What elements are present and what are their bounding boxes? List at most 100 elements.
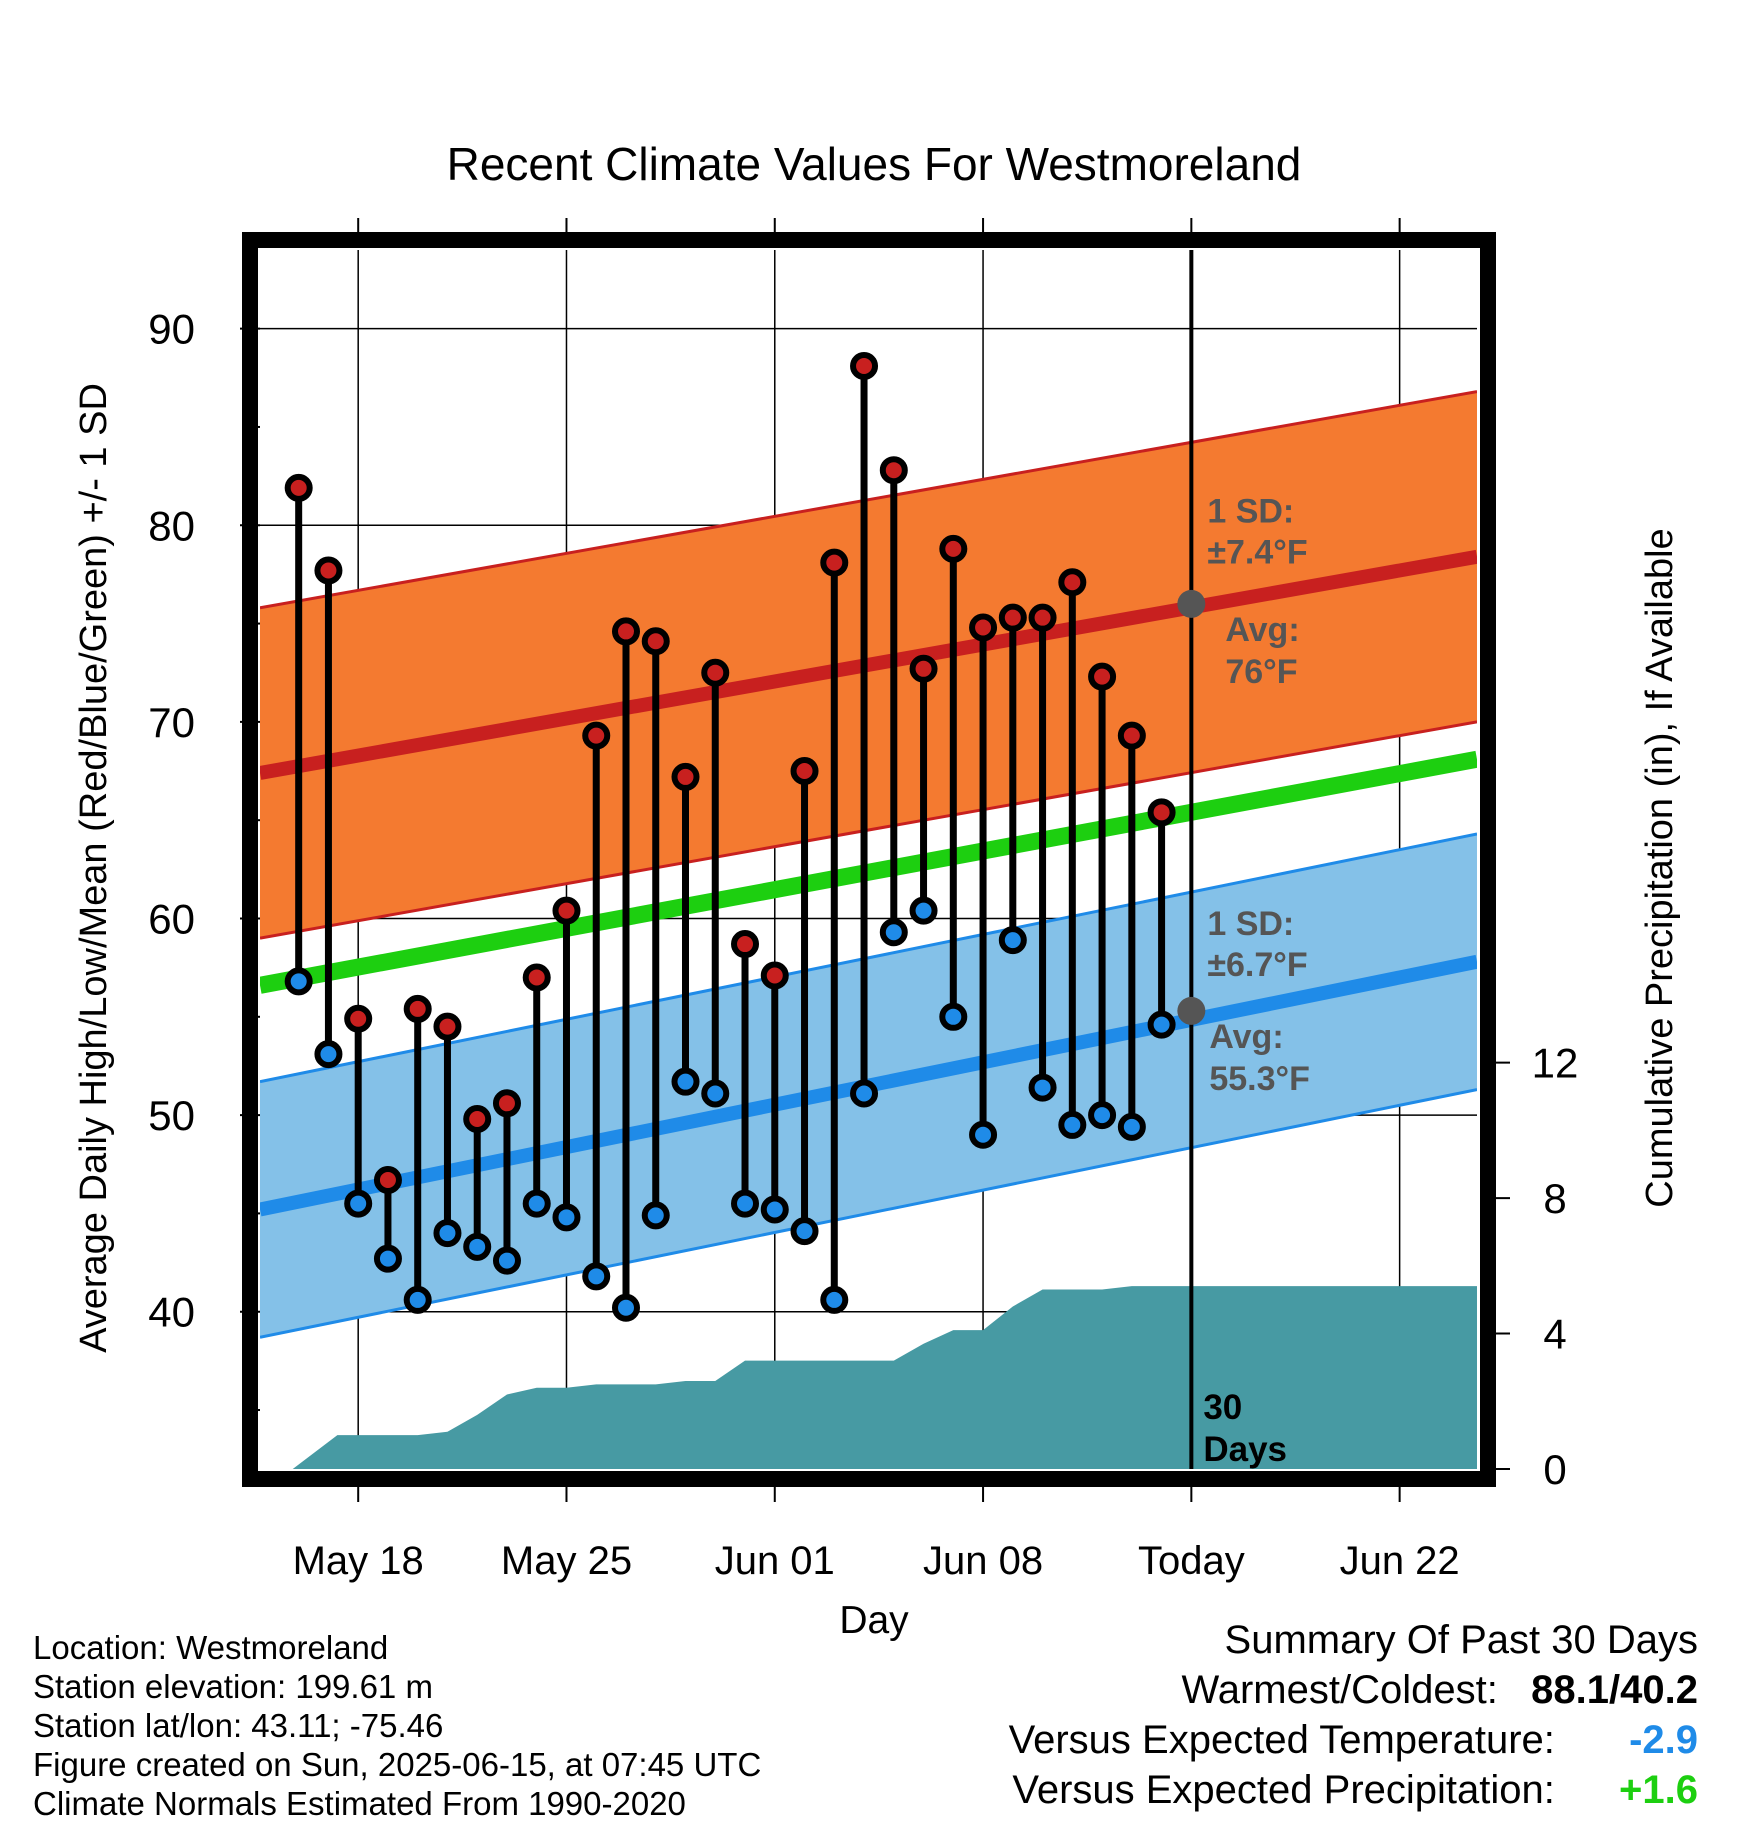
high-point <box>314 556 343 585</box>
warmest-coldest-value: 88.1/40.2 <box>1531 1668 1698 1712</box>
days-label-word: Days <box>1203 1430 1287 1469</box>
high-point <box>850 352 879 381</box>
low-point <box>1117 1112 1146 1141</box>
x-tick-label: Today <box>1138 1539 1245 1583</box>
precip-area <box>292 1286 1477 1469</box>
high-avg-value: 76°F <box>1225 653 1297 691</box>
plot-area <box>260 250 1477 1469</box>
y-tick-label: 40 <box>148 1289 195 1336</box>
chart-title: Recent Climate Values For Westmoreland <box>447 138 1302 190</box>
high-point <box>998 603 1027 632</box>
high-point <box>611 617 640 646</box>
location-text: Location: Westmoreland <box>33 1629 389 1666</box>
y-tick-label: 90 <box>148 306 195 353</box>
y-tick-label: 80 <box>148 502 195 549</box>
y-axis-label: Average Daily High/Low/Mean (Red/Blue/Gr… <box>73 383 115 1353</box>
low-point <box>373 1244 402 1273</box>
high-point <box>671 762 700 791</box>
low-sd-edge <box>260 1088 1477 1339</box>
x-tick-label: May 18 <box>293 1539 424 1583</box>
low-point <box>939 1002 968 1031</box>
x-tick-label: Jun 01 <box>715 1539 835 1583</box>
location-info: Location: Westmoreland Station elevation… <box>33 1628 761 1823</box>
y2-tick-label: 4 <box>1543 1311 1566 1358</box>
x-axis-label: Day <box>839 1599 909 1642</box>
normals-text: Climate Normals Estimated From 1990-2020 <box>33 1785 686 1822</box>
precip-value: +1.6 <box>1619 1768 1698 1812</box>
summary-title: Summary Of Past 30 Days <box>1224 1618 1698 1662</box>
low-point <box>1028 1073 1057 1102</box>
latlon-text: Station lat/lon: 43.11; -75.46 <box>33 1707 444 1744</box>
x-tick-label: May 25 <box>501 1539 632 1583</box>
temp-label: Versus Expected Temperature: <box>1008 1718 1555 1762</box>
y2-tick-label: 12 <box>1532 1040 1579 1087</box>
days-label-number: 30 <box>1203 1388 1242 1427</box>
low-avg-marker <box>1177 996 1206 1025</box>
low-point <box>760 1195 789 1224</box>
low-point <box>1058 1110 1087 1139</box>
low-point <box>284 967 313 996</box>
low-point <box>671 1067 700 1096</box>
low-point <box>1088 1101 1117 1130</box>
low-point <box>790 1217 819 1246</box>
low-point <box>850 1079 879 1108</box>
high-point <box>760 961 789 990</box>
low-sd-edge <box>260 832 1477 1084</box>
high-point <box>969 613 998 642</box>
y-tick-label: 50 <box>148 1092 195 1139</box>
high-point <box>939 534 968 563</box>
warmest-coldest-label: Warmest/Coldest: <box>1181 1668 1498 1712</box>
low-point <box>998 926 1027 955</box>
low-point <box>820 1285 849 1314</box>
high-avg-label: Avg: <box>1225 611 1299 649</box>
summary-temp: Versus Expected Temperature: -2.9 <box>1009 1718 1698 1763</box>
high-sd-edge <box>260 390 1477 610</box>
high-point <box>909 654 938 683</box>
low-point <box>433 1219 462 1248</box>
x-tick-label: Jun 08 <box>923 1539 1043 1583</box>
high-point <box>403 994 432 1023</box>
high-sd-value: ±7.4°F <box>1207 533 1307 571</box>
mean-line <box>260 750 1477 994</box>
low-point <box>552 1203 581 1232</box>
x-tick-label: Jun 22 <box>1340 1539 1460 1583</box>
summary-precip: Versus Expected Precipitation: +1.6 <box>1012 1768 1698 1813</box>
high-sd-edge <box>260 720 1477 940</box>
precip-label: Versus Expected Precipitation: <box>1012 1768 1555 1812</box>
low-point <box>969 1120 998 1149</box>
y2-tick-label: 0 <box>1543 1446 1566 1493</box>
high-point <box>641 627 670 656</box>
plot-frame <box>242 232 1496 1487</box>
high-point <box>820 548 849 577</box>
low-point <box>611 1293 640 1322</box>
high-point <box>522 963 551 992</box>
high-point <box>1028 603 1057 632</box>
temp-value: -2.9 <box>1629 1718 1698 1762</box>
created-text: Figure created on Sun, 2025-06-15, at 07… <box>33 1746 762 1783</box>
low-point <box>403 1285 432 1314</box>
summary-warmest-coldest: Warmest/Coldest: 88.1/40.2 <box>1181 1668 1698 1713</box>
high-point <box>582 721 611 750</box>
high-point <box>1088 662 1117 691</box>
low-sd-value: ±6.7°F <box>1207 946 1307 984</box>
low-avg-label: Avg: <box>1209 1018 1283 1056</box>
low-point <box>879 918 908 947</box>
high-point <box>433 1012 462 1041</box>
y2-axis-label: Cumulative Precipitation (in), If Availa… <box>1639 528 1681 1207</box>
high-point <box>552 896 581 925</box>
high-point <box>790 757 819 786</box>
y-tick-label: 60 <box>148 895 195 942</box>
high-point <box>492 1089 521 1118</box>
high-point <box>1117 721 1146 750</box>
high-avg-line <box>260 549 1477 780</box>
low-point <box>344 1189 373 1218</box>
high-point <box>344 1004 373 1033</box>
high-point <box>701 658 730 687</box>
high-sd-label: 1 SD: <box>1207 492 1294 530</box>
high-point <box>1147 798 1176 827</box>
high-avg-marker <box>1177 589 1206 618</box>
high-point <box>879 456 908 485</box>
low-point <box>731 1189 760 1218</box>
low-point <box>582 1262 611 1291</box>
